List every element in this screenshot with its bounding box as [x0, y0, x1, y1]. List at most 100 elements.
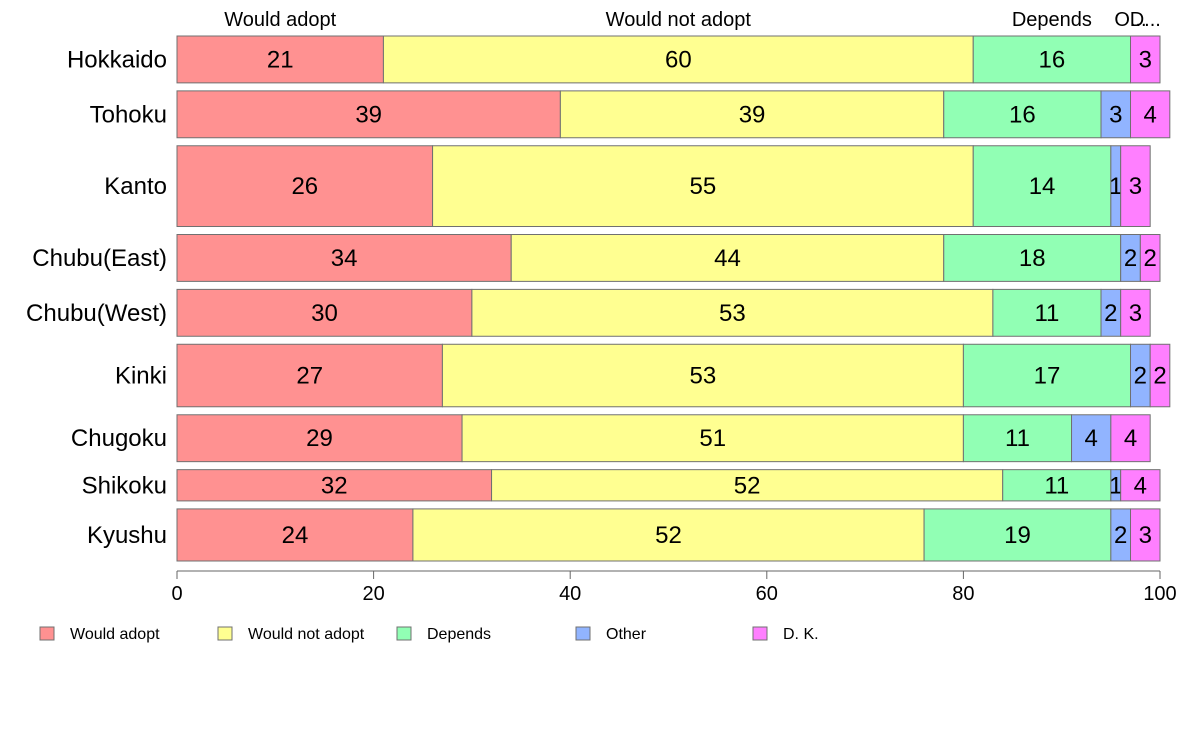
bar-segment-would-adopt: [176, 469, 493, 502]
bar-segment-d-k: [1130, 90, 1171, 139]
legend-swatch: [575, 626, 591, 641]
data-label: 39: [739, 101, 766, 128]
bar-segment-d-k: [1149, 343, 1171, 408]
legend: Would adopt Would not adopt Depends Other D.…: [39, 626, 819, 643]
bar-row-hokkaido: Hokkaido 21 60 16 3: [67, 35, 1161, 84]
legend-swatch: [39, 626, 55, 641]
data-label: 3: [1139, 522, 1152, 549]
data-label: 24: [282, 522, 309, 549]
data-label: 27: [296, 363, 323, 390]
bar-row-chubu-east: Chubu(East) 34 44 18 2 2: [32, 234, 1161, 282]
bar-segment-would-adopt: [176, 234, 512, 282]
legend-swatch: [752, 626, 768, 641]
data-label: 2: [1124, 245, 1137, 272]
legend-label: Would adopt: [70, 626, 160, 643]
x-tick-label: 20: [362, 583, 384, 605]
bar-row-tohoku: Tohoku 39 39 16 3 4: [90, 90, 1171, 139]
data-label: 30: [311, 300, 338, 327]
data-label: 2: [1143, 245, 1156, 272]
data-label: 3: [1129, 300, 1142, 327]
legend-label: Would not adopt: [248, 626, 365, 643]
data-label: 4: [1085, 425, 1098, 452]
data-label: 4: [1124, 425, 1137, 452]
bar-segment-d-k: [1139, 234, 1161, 282]
bar-segment-depends: [962, 343, 1132, 408]
bar-segment-would-adopt: [176, 145, 434, 228]
legend-item-would-not-adopt: Would not adopt: [217, 626, 365, 643]
data-label: 60: [665, 46, 692, 73]
category-label: Chubu(East): [32, 245, 167, 272]
bar-segment-would-adopt: [176, 90, 561, 139]
data-label: 1: [1109, 173, 1122, 200]
bar-segment-would-not-adopt: [382, 35, 974, 84]
x-tick-label: 0: [171, 583, 182, 605]
data-label: 4: [1143, 101, 1156, 128]
category-label: Tohoku: [90, 101, 167, 128]
data-label: 3: [1139, 46, 1152, 73]
data-label: 14: [1029, 173, 1056, 200]
data-label: 44: [714, 245, 741, 272]
data-label: 16: [1039, 46, 1066, 73]
category-label: Shikoku: [82, 472, 167, 499]
bar-segment-would-adopt: [176, 508, 414, 562]
data-label: 4: [1134, 472, 1147, 499]
data-label: 11: [1005, 425, 1030, 452]
legend-item-depends: Depends: [396, 626, 491, 643]
data-label: 29: [306, 425, 333, 452]
data-label: 34: [331, 245, 358, 272]
category-label: Chubu(West): [26, 300, 167, 327]
data-label: 11: [1044, 472, 1069, 499]
x-axis: 0 20 40 60 80 100: [171, 570, 1177, 605]
legend-swatch: [217, 626, 233, 641]
data-label: 53: [690, 363, 717, 390]
bar-row-shikoku: Shikoku 32 52 11 1 4: [82, 469, 1161, 502]
data-label: 19: [1004, 522, 1031, 549]
segment-header-label: Would adopt: [224, 9, 336, 31]
legend-label: D. K.: [783, 626, 819, 643]
bar-segment-depends: [943, 234, 1122, 282]
legend-item-other: Other: [575, 626, 647, 643]
bar-segment-d-k: [1130, 508, 1161, 562]
data-label: 2: [1104, 300, 1117, 327]
data-label: 2: [1114, 522, 1127, 549]
x-tick-label: 80: [952, 583, 974, 605]
bar-segment-would-adopt: [176, 343, 443, 408]
bar-row-chugoku: Chugoku 29 51 11 4 4: [71, 414, 1151, 463]
segment-header-label: Would not adopt: [606, 9, 752, 31]
category-label: Kinki: [115, 363, 167, 390]
data-label: 2: [1153, 363, 1166, 390]
bar-row-chubu-west: Chubu(West) 30 53 11 2 3: [26, 288, 1151, 337]
bar-segment-would-not-adopt: [432, 145, 974, 228]
data-label: 11: [1034, 300, 1059, 327]
bar-segment-would-adopt: [176, 288, 473, 337]
bar-segment-other: [1071, 414, 1112, 463]
bar-segment-d-k: [1130, 35, 1161, 84]
bar-segment-would-not-adopt: [412, 508, 925, 562]
bar-segment-other: [1100, 90, 1132, 139]
bar-segment-would-not-adopt: [471, 288, 994, 337]
data-label: 39: [355, 101, 382, 128]
category-label: Kyushu: [87, 522, 167, 549]
bar-row-kyushu: Kyushu 24 52 19 2 3: [87, 508, 1161, 562]
data-label: 26: [291, 173, 318, 200]
data-label: 32: [321, 472, 348, 499]
category-label: Kanto: [104, 173, 167, 200]
segment-header-label: O...: [1114, 9, 1146, 31]
bar-segment-depends: [992, 288, 1102, 337]
x-tick-label: 40: [559, 583, 581, 605]
data-label: 16: [1009, 101, 1036, 128]
bar-segment-d-k: [1120, 145, 1151, 228]
bar-segment-d-k: [1120, 288, 1151, 337]
legend-item-d-k: D. K.: [752, 626, 819, 643]
bar-segment-would-not-adopt: [510, 234, 945, 282]
bar-segment-would-not-adopt: [461, 414, 964, 463]
x-tick-label: 60: [756, 583, 778, 605]
bar-segment-would-not-adopt: [491, 469, 1004, 502]
data-label: 18: [1019, 245, 1046, 272]
legend-item-would-adopt: Would adopt: [39, 626, 160, 643]
bar-segment-would-not-adopt: [441, 343, 964, 408]
bar-segment-would-not-adopt: [559, 90, 945, 139]
bar-segment-depends: [962, 414, 1073, 463]
segment-header-labels: Would adopt Would not adopt Depends O...D..…: [224, 9, 1161, 31]
